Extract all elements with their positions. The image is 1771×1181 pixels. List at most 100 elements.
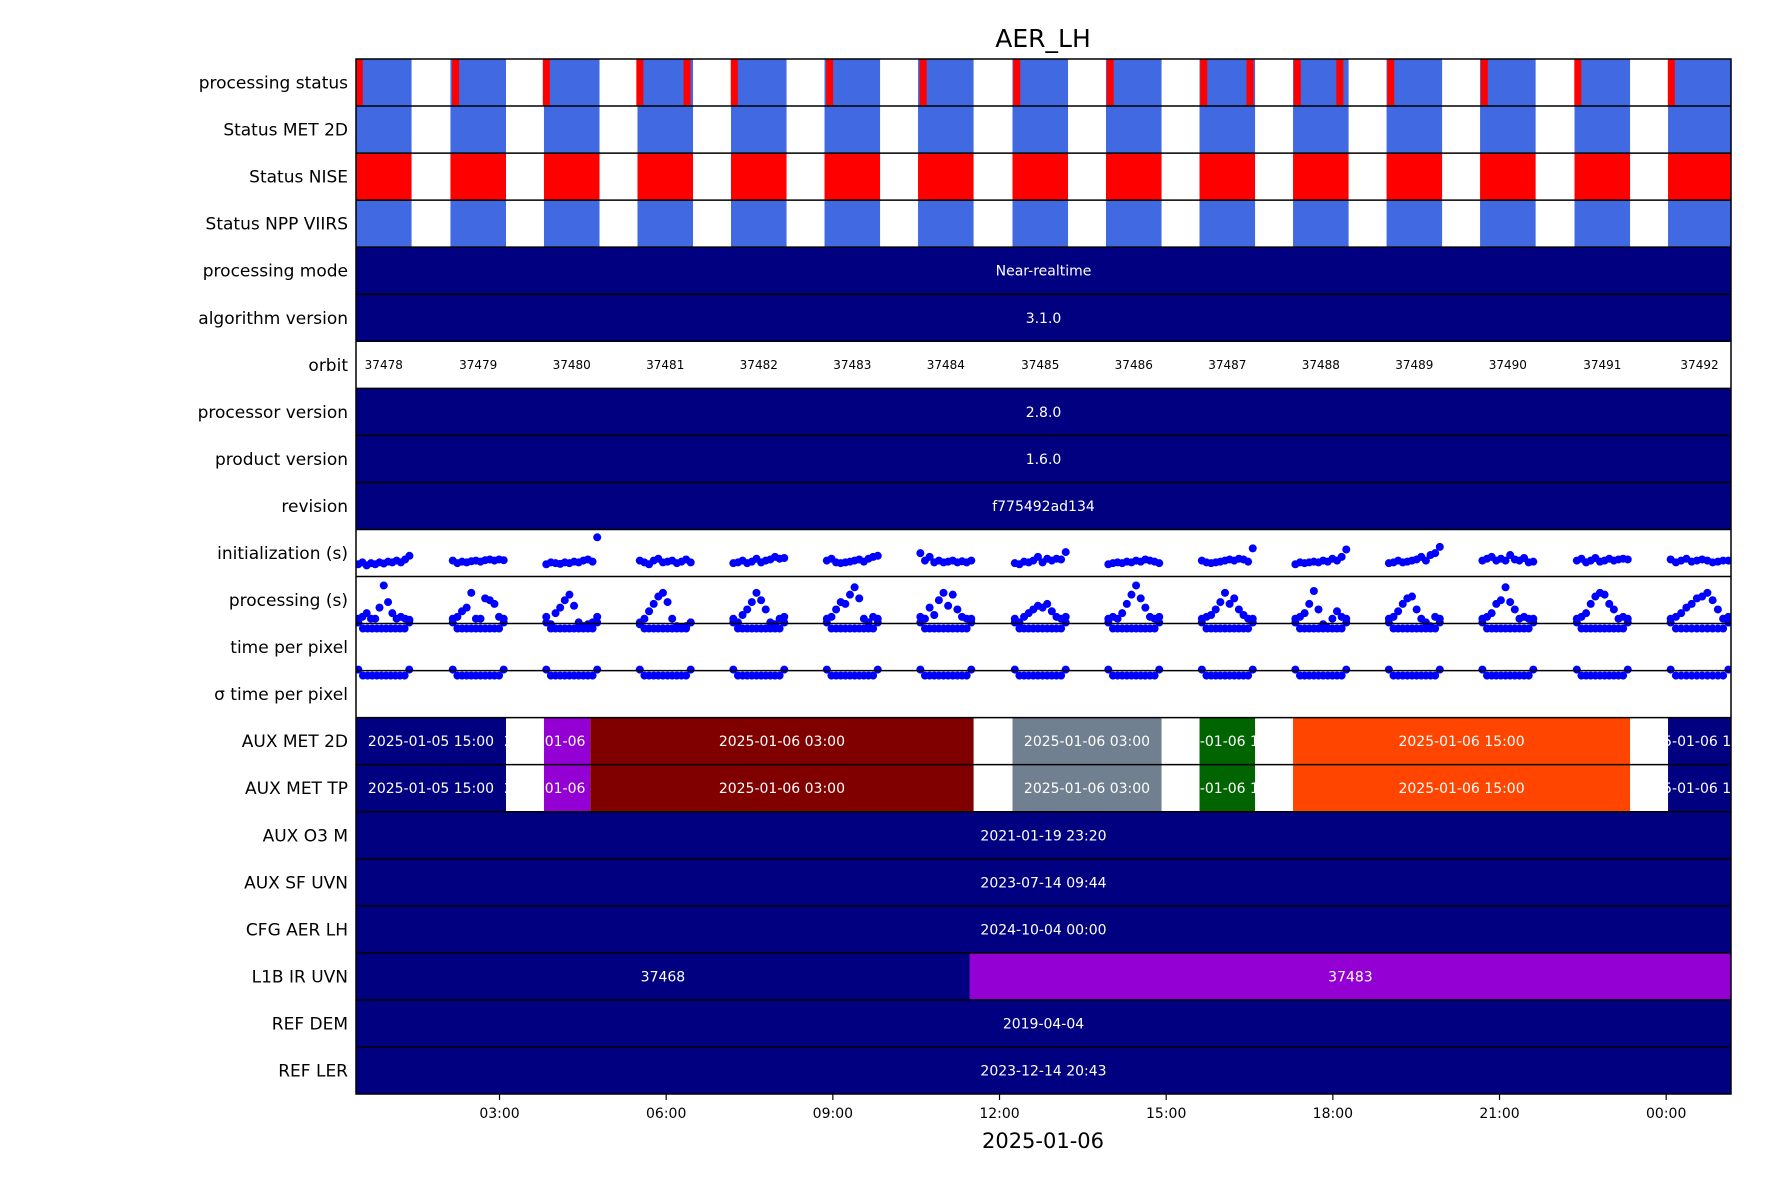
timeline-bar (356, 764, 506, 812)
row-label-l1b-ir-uvn: L1B IR UVN (252, 967, 348, 987)
status-flag (356, 59, 363, 107)
data-point (1122, 599, 1131, 608)
row-label-status-nise: Status NISE (249, 168, 348, 188)
data-point (1435, 618, 1444, 627)
data-point (729, 618, 738, 627)
data-point (593, 618, 602, 627)
data-point (1524, 671, 1533, 680)
data-point (1487, 609, 1496, 618)
timeline-bar (356, 999, 1731, 1047)
bar-label: 2025-01-06 15:00 (1398, 781, 1524, 797)
data-point (405, 665, 414, 674)
data-point (1061, 665, 1070, 674)
orbit-number: 37481 (646, 358, 684, 372)
bar-label: 2.8.0 (1026, 405, 1062, 421)
status-bar (1668, 200, 1731, 248)
data-point (864, 618, 873, 627)
data-point (593, 533, 602, 542)
status-bar (1293, 106, 1349, 154)
plot-content: Near-realtime 3.1.0 37478 37479 37480 37481 37… (356, 59, 1731, 1094)
data-point (1248, 544, 1257, 553)
orbit-number: 37490 (1489, 358, 1527, 372)
status-bar (1386, 153, 1443, 201)
timeline-bar (356, 435, 1731, 483)
orbit-number: 37488 (1302, 358, 1340, 372)
data-point (873, 551, 882, 560)
data-point (1478, 665, 1487, 674)
data-point (400, 624, 409, 633)
data-point (1529, 557, 1538, 566)
status-bar (637, 200, 694, 248)
bar-label: 37468 (641, 969, 686, 985)
status-flag (1106, 59, 1114, 107)
status-bar (450, 106, 506, 154)
bar-label: 2025-01-06 15:00 (1398, 734, 1524, 750)
bar-label: 3.1.0 (1026, 311, 1062, 327)
timeline-bar (1199, 717, 1256, 765)
row-label-processing-status: processing status (199, 74, 348, 94)
data-point (869, 671, 878, 680)
row-label-initialization-s: initialization (s) (217, 544, 348, 564)
data-point (845, 590, 854, 599)
timeline-bar (356, 905, 1731, 953)
status-bar (1574, 153, 1631, 201)
data-point (1057, 555, 1066, 564)
data-point (1708, 596, 1717, 605)
data-point (635, 618, 644, 627)
timeline-bar (356, 247, 1731, 295)
data-point (1724, 665, 1731, 674)
orbit-number: 37483 (833, 358, 871, 372)
data-point (869, 624, 878, 633)
x-tick-label: 00:00 (1646, 1106, 1686, 1122)
data-point (1248, 665, 1257, 674)
status-bar (731, 106, 787, 154)
data-point (405, 618, 414, 627)
data-point (953, 605, 962, 614)
data-point (1230, 594, 1239, 603)
data-point (658, 588, 667, 597)
row-label-processing-mode: processing mode (203, 262, 348, 282)
data-point (542, 618, 551, 627)
row-label-aux-met-2d: AUX MET 2D (242, 732, 348, 752)
data-point (855, 594, 864, 603)
x-tick-label: 21:00 (1479, 1106, 1519, 1122)
data-point (850, 583, 859, 592)
status-flag (683, 59, 691, 107)
data-point (551, 609, 560, 618)
status-flag (636, 59, 644, 107)
data-point (747, 598, 756, 607)
data-point (1384, 665, 1393, 674)
data-point (356, 618, 363, 627)
data-point (1605, 599, 1614, 608)
status-bar (918, 106, 974, 154)
orbit-number: 37491 (1583, 358, 1621, 372)
status-bar (1668, 59, 1731, 107)
bar-label: 2021-01-19 23:20 (980, 828, 1106, 844)
data-point (1342, 618, 1351, 627)
x-tick-label: 15:00 (1146, 1106, 1186, 1122)
status-bar (1199, 106, 1256, 154)
data-point (743, 605, 752, 614)
row-label-time-per-pixel: time per pixel (230, 638, 348, 658)
data-point (934, 596, 943, 605)
row-label-algorithm-version: algorithm version (198, 309, 348, 329)
data-point (1619, 624, 1628, 633)
data-point (1572, 665, 1581, 674)
status-bar (1012, 200, 1069, 248)
data-point (499, 556, 508, 565)
data-point (1061, 612, 1070, 621)
data-point (1687, 599, 1696, 608)
data-point (1529, 665, 1538, 674)
status-bar (1574, 200, 1631, 248)
status-bar (543, 153, 600, 201)
timeline-bar (969, 952, 1731, 1000)
data-point (916, 549, 925, 558)
status-flag (919, 59, 927, 107)
orbit-number: 37484 (927, 358, 965, 372)
data-point (1337, 624, 1346, 633)
data-point (1431, 624, 1440, 633)
status-bar (1480, 153, 1536, 201)
status-bar (543, 200, 600, 248)
status-bar (1668, 153, 1731, 201)
